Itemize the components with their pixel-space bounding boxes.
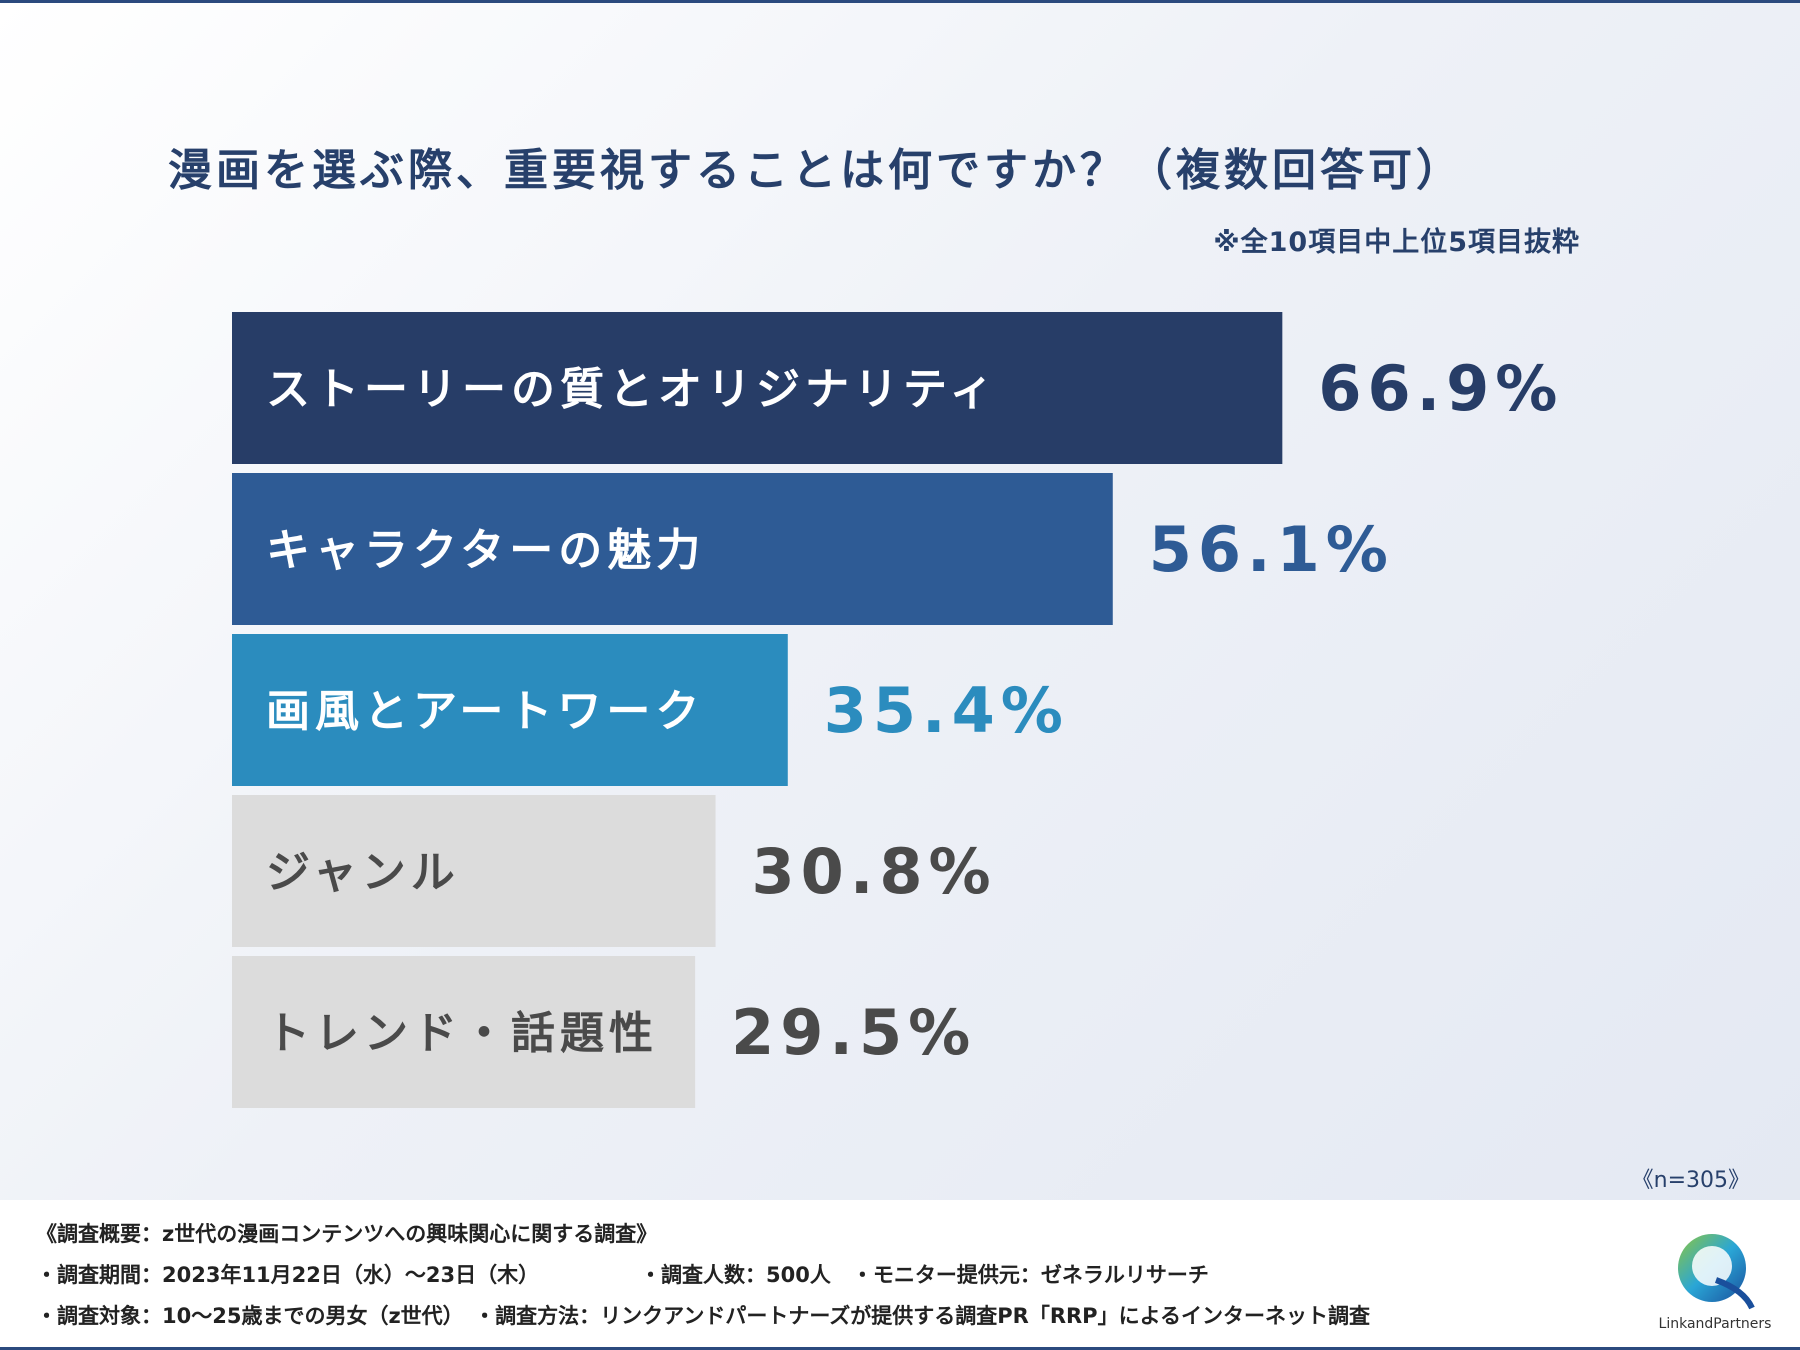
bar-value-label-5: 29.5% [731, 996, 976, 1069]
bar-category-label-3: 画風とアートワーク [266, 686, 704, 737]
bar-5 [232, 956, 696, 1108]
sample-size-label: 《n=305》 [1631, 1168, 1750, 1193]
chart-title: 漫画を選ぶ際、重要視することは何ですか？（複数回答可） [168, 145, 1464, 196]
survey-footer: 《調査概要：z世代の漫画コンテンツへの興味関心に関する調査》 ・調査期間：202… [0, 1200, 1800, 1350]
chart-note: ※全10項目中上位5項目抜粋 [1213, 227, 1580, 258]
survey-period: ・調査期間：2023年11月22日（水）〜23日（木） [36, 1263, 540, 1287]
bar-3 [232, 634, 788, 786]
bar-category-label-5: トレンド・話題性 [266, 1008, 658, 1059]
bar-2 [232, 473, 1113, 625]
logo-mark-icon [1678, 1234, 1755, 1310]
company-logo: LinkandPartners [1656, 1220, 1774, 1340]
logo-text: LinkandPartners [1658, 1316, 1772, 1332]
bar-1 [232, 312, 1283, 464]
bar-chart: ストーリーの質とオリジナリティ 66.9% キャラクターの魅力 56.1% 画風とアート… [232, 312, 1563, 1108]
bar-category-label-2: キャラクターの魅力 [266, 525, 705, 576]
survey-target-method: ・調査対象：10〜25歳までの男女（z世代） ・調査方法：リンクアンドパートナー… [36, 1304, 1370, 1328]
bar-value-label-1: 66.9% [1318, 352, 1563, 425]
bar-value-label-4: 30.8% [752, 835, 997, 908]
bar-4 [232, 795, 716, 947]
bar-value-label-2: 56.1% [1149, 513, 1394, 586]
bar-category-label-1: ストーリーの質とオリジナリティ [266, 364, 998, 415]
bottom-rule [0, 1347, 1800, 1350]
bar-category-label-4: ジャンル [266, 847, 460, 898]
survey-count-provider: ・調査人数：500人 ・モニター提供元：ゼネラルリサーチ [640, 1263, 1209, 1287]
survey-summary-title: 《調査概要：z世代の漫画コンテンツへの興味関心に関する調査》 [36, 1222, 658, 1246]
top-rule [0, 0, 1800, 3]
bar-value-label-3: 35.4% [824, 674, 1069, 747]
